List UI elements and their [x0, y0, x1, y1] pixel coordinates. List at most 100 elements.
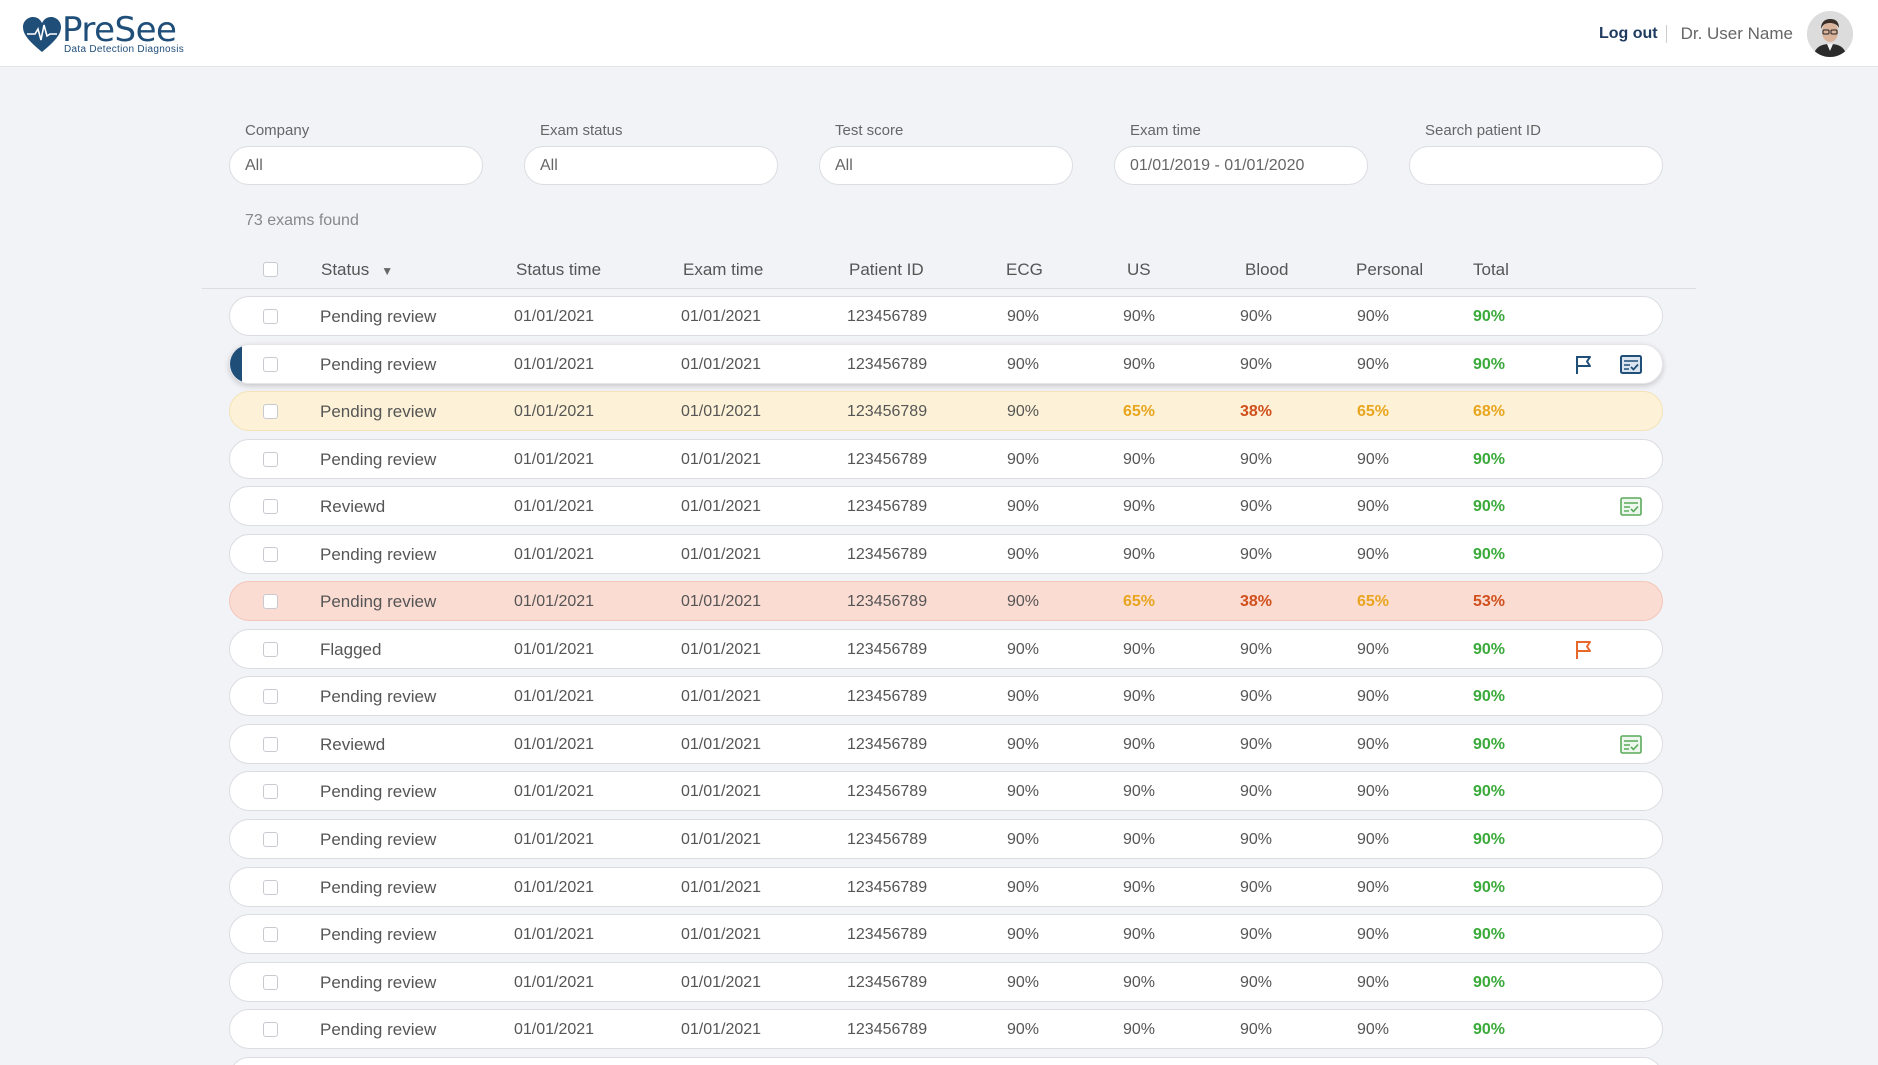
row-checkbox[interactable]: [263, 784, 278, 800]
flagged-flag-icon[interactable]: [1575, 640, 1593, 660]
row-total-score: 90%: [1473, 498, 1506, 516]
row-checkbox[interactable]: [263, 309, 278, 324]
column-header-exam-time[interactable]: Exam time: [683, 260, 764, 279]
exam-status-filter: Exam status All: [524, 122, 778, 185]
row-checkbox[interactable]: [263, 974, 278, 990]
row-blood-score: 90%: [1240, 545, 1273, 563]
row-status-time: 01/01/2021: [514, 593, 595, 611]
table-row[interactable]: Flagged 01/01/2021 01/01/2021 123456789 …: [229, 628, 1663, 669]
row-checkbox[interactable]: [263, 927, 278, 943]
row-ecg-score: 90%: [1007, 403, 1040, 421]
test-score-select[interactable]: All: [819, 146, 1073, 185]
table-row[interactable]: Pending review 01/01/2021 01/01/2021 123…: [229, 961, 1663, 1002]
row-patient-id: 123456789: [847, 688, 928, 706]
table-row-partial[interactable]: [229, 1056, 1663, 1065]
exam-list: Pending review 01/01/2021 01/01/2021 123…: [229, 296, 1663, 1065]
flag-icon[interactable]: [1575, 355, 1593, 375]
table-row[interactable]: Pending review 01/01/2021 01/01/2021 123…: [229, 438, 1663, 479]
table-row[interactable]: Pending review 01/01/2021 01/01/2021 123…: [229, 866, 1663, 907]
row-checkbox[interactable]: [263, 736, 278, 752]
row-checkbox[interactable]: [263, 832, 278, 848]
row-patient-id: 123456789: [847, 593, 928, 611]
column-header-ecg[interactable]: ECG: [1006, 260, 1043, 279]
row-checkbox[interactable]: [263, 499, 278, 515]
row-total-score: 90%: [1473, 1021, 1506, 1039]
company-select[interactable]: All: [229, 146, 483, 185]
table-row[interactable]: Pending review 01/01/2021 01/01/2021 123…: [229, 914, 1663, 955]
exam-status-select[interactable]: All: [524, 146, 778, 185]
reviewed-report-icon[interactable]: [1620, 497, 1642, 516]
row-status-time: 01/01/2021: [514, 403, 595, 421]
table-row[interactable]: Pending review 01/01/2021 01/01/2021 123…: [229, 771, 1663, 812]
table-row-selected[interactable]: Pending review 01/01/2021 01/01/2021 123…: [229, 343, 1663, 384]
select-all-checkbox[interactable]: [263, 262, 278, 277]
row-checkbox[interactable]: [263, 451, 278, 467]
row-total-score: 90%: [1473, 640, 1506, 658]
row-blood-score: 90%: [1240, 355, 1273, 373]
row-checkbox[interactable]: [263, 879, 278, 895]
row-checkbox[interactable]: [263, 1022, 278, 1038]
row-total-score: 90%: [1473, 973, 1506, 991]
sort-down-icon[interactable]: ▼: [381, 264, 394, 278]
row-personal-score: 90%: [1357, 450, 1390, 468]
row-exam-time: 01/01/2021: [681, 545, 762, 563]
column-header-total[interactable]: Total: [1473, 260, 1509, 279]
brand-tagline: Data Detection Diagnosis: [64, 44, 185, 55]
patient-id-search-input[interactable]: [1409, 146, 1663, 185]
row-exam-time: 01/01/2021: [681, 593, 762, 611]
row-status-time: 01/01/2021: [514, 973, 595, 991]
row-checkbox[interactable]: [263, 546, 278, 562]
row-total-score: 90%: [1473, 783, 1506, 801]
row-blood-score: 90%: [1240, 640, 1273, 658]
table-row-warning[interactable]: Pending review 01/01/2021 01/01/2021 123…: [229, 391, 1663, 432]
table-row[interactable]: Pending review 01/01/2021 01/01/2021 123…: [229, 296, 1663, 336]
row-total-score: 90%: [1473, 878, 1506, 896]
row-status: Pending review: [320, 925, 437, 945]
row-checkbox[interactable]: [263, 404, 278, 420]
row-patient-id: 123456789: [847, 831, 928, 849]
table-row[interactable]: Pending review 01/01/2021 01/01/2021 123…: [229, 819, 1663, 860]
row-checkbox[interactable]: [263, 641, 278, 657]
row-ecg-score: 90%: [1007, 735, 1040, 753]
row-status: Pending review: [320, 1020, 437, 1040]
table-row[interactable]: Pending review 01/01/2021 01/01/2021 123…: [229, 533, 1663, 574]
exam-time-range-input[interactable]: 01/01/2019 - 01/01/2020: [1114, 146, 1368, 185]
column-header-personal[interactable]: Personal: [1356, 260, 1424, 279]
row-personal-score: 90%: [1357, 973, 1390, 991]
report-checklist-icon[interactable]: [1620, 354, 1642, 374]
column-header-blood[interactable]: Blood: [1245, 260, 1289, 279]
row-checkbox[interactable]: [263, 594, 278, 610]
row-blood-score: 90%: [1240, 926, 1273, 944]
row-exam-time: 01/01/2021: [681, 831, 762, 849]
table-row[interactable]: Pending review 01/01/2021 01/01/2021 123…: [229, 1009, 1663, 1050]
presee-logo[interactable]: PreSee Data Detection Diagnosis: [22, 10, 202, 56]
column-header-patient-id[interactable]: Patient ID: [849, 260, 924, 279]
table-row-alert[interactable]: Pending review 01/01/2021 01/01/2021 123…: [229, 581, 1663, 622]
row-status-time: 01/01/2021: [514, 640, 595, 658]
row-us-score: 90%: [1123, 831, 1156, 849]
company-filter: Company All: [229, 122, 483, 185]
row-total-score: 90%: [1473, 450, 1506, 468]
row-checkbox[interactable]: [263, 689, 278, 705]
table-row[interactable]: Reviewd 01/01/2021 01/01/2021 123456789 …: [229, 723, 1663, 764]
row-checkbox[interactable]: [263, 356, 278, 372]
results-count: 73 exams found: [245, 212, 359, 229]
logout-link[interactable]: Log out: [1599, 25, 1667, 43]
avatar[interactable]: [1807, 11, 1853, 57]
column-header-status-time[interactable]: Status time: [516, 260, 602, 279]
table-row[interactable]: Pending review 01/01/2021 01/01/2021 123…: [229, 676, 1663, 717]
row-ecg-score: 90%: [1007, 688, 1040, 706]
user-avatar-icon: [1807, 11, 1853, 57]
column-header-us[interactable]: US: [1127, 260, 1151, 279]
table-row[interactable]: Reviewd 01/01/2021 01/01/2021 123456789 …: [229, 486, 1663, 527]
row-exam-time: 01/01/2021: [681, 1021, 762, 1039]
row-us-score: 90%: [1123, 498, 1156, 516]
row-ecg-score: 90%: [1007, 355, 1040, 373]
row-personal-score: 90%: [1357, 1021, 1390, 1039]
row-total-score: 90%: [1473, 926, 1506, 944]
column-header-status[interactable]: Status ▼: [321, 260, 393, 280]
row-status: Pending review: [320, 449, 437, 469]
reviewed-report-icon[interactable]: [1620, 735, 1642, 754]
row-total-score: 90%: [1473, 308, 1506, 325]
row-personal-score: 90%: [1357, 688, 1390, 706]
